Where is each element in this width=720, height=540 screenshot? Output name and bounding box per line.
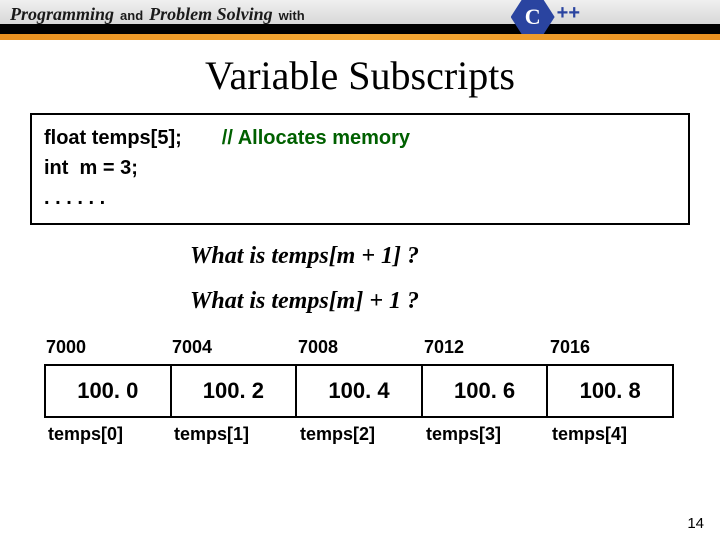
addr-cell: 7000 [44,337,170,358]
code-line-2: int m = 3; [44,153,676,183]
value-cell: 100. 8 [548,366,672,416]
addr-cell: 7012 [422,337,548,358]
value-cell: 100. 0 [46,366,172,416]
label-cell: temps[2] [296,424,422,445]
address-row: 7000 7004 7008 7012 7016 [44,337,674,358]
label-cell: temps[0] [44,424,170,445]
value-cell: 100. 6 [423,366,549,416]
logo-letter: C [525,4,541,30]
banner-and: and [120,8,143,23]
addr-cell: 7008 [296,337,422,358]
slide-title: Variable Subscripts [0,52,720,99]
banner-word-programming: Programming [10,4,114,25]
banner-word-problem-solving: Problem Solving [149,4,273,25]
label-cell: temps[1] [170,424,296,445]
value-cell: 100. 2 [172,366,298,416]
title-banner: Programming and Problem Solving with C +… [0,0,720,40]
banner-text: Programming and Problem Solving with [10,4,305,25]
label-cell: temps[3] [422,424,548,445]
code-box: float temps[5]; // Allocates memory int … [30,113,690,225]
array-diagram: 7000 7004 7008 7012 7016 100. 0 100. 2 1… [44,337,674,445]
label-cell: temps[4] [548,424,674,445]
value-row: 100. 0 100. 2 100. 4 100. 6 100. 8 [44,364,674,418]
orange-stripe [0,34,720,40]
cpp-logo: C ++ [511,0,580,36]
question-1: What is temps[m + 1] ? [190,243,720,270]
value-cell: 100. 4 [297,366,423,416]
code-declaration: float temps[5]; [44,123,182,153]
banner-with: with [279,8,305,23]
hex-icon: C [511,0,555,36]
addr-cell: 7016 [548,337,674,358]
page-number: 14 [687,515,704,532]
logo-plusplus: ++ [557,2,580,25]
question-2: What is temps[m] + 1 ? [190,288,720,315]
code-line-1: float temps[5]; // Allocates memory [44,123,676,153]
code-line-3: . . . . . . [44,183,676,213]
label-row: temps[0] temps[1] temps[2] temps[3] temp… [44,424,674,445]
addr-cell: 7004 [170,337,296,358]
code-comment: // Allocates memory [222,123,410,153]
